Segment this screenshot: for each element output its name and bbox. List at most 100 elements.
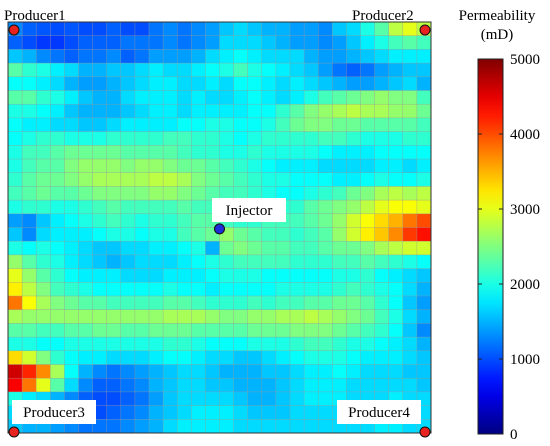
heatmap-cell [177,309,192,324]
heatmap-cell [388,323,404,338]
heatmap-cell [78,241,93,256]
heatmap-cell [92,76,107,91]
heatmap-cell [360,22,375,36]
injector-well-marker [214,223,225,235]
heatmap-cell [346,117,361,132]
heatmap-cell [304,159,319,173]
heatmap-cell [149,323,164,338]
heatmap-cell [304,268,319,283]
heatmap-cell [261,364,277,379]
heatmap-cell [149,378,164,393]
colorbar-tick-label: 2000 [510,277,540,293]
heatmap-cell [332,200,347,215]
heatmap-cell [374,35,389,50]
heatmap-cell [416,117,432,132]
heatmap-cell [261,104,277,119]
heatmap-cell [92,254,107,269]
heatmap-cell [78,364,93,379]
heatmap-cell [106,309,122,324]
heatmap-cell [149,145,164,160]
heatmap-cell [149,200,164,215]
heatmap-cell [205,323,220,338]
heatmap-cell [78,104,93,119]
heatmap-cell [36,186,51,201]
heatmap-cell [219,63,234,78]
heatmap-cell [304,131,319,146]
heatmap-cell [8,159,23,173]
heatmap-cell [50,90,65,105]
heatmap-cell [416,76,432,91]
heatmap-cell [191,172,206,187]
heatmap-cell [247,268,263,283]
heatmap-cell [233,35,248,50]
colorbar-title-line2: (mD) [481,27,514,43]
heatmap-cell [360,268,375,283]
heatmap-cell [177,268,192,283]
heatmap-cell [332,172,347,187]
heatmap-cell [346,76,361,91]
heatmap-cell [388,22,404,36]
heatmap-cell [191,309,206,324]
heatmap-cell [205,49,220,64]
heatmap-cell [219,296,234,310]
heatmap-cell [388,131,404,146]
heatmap-cell [290,172,305,187]
heatmap-cell [78,296,93,310]
heatmap-cell [92,296,107,310]
heatmap-cell [275,186,291,201]
heatmap-cell [149,159,164,173]
heatmap-cell [219,35,234,50]
heatmap-cell [346,90,361,105]
heatmap-cell [247,104,263,119]
heatmap-cell [92,90,107,105]
heatmap-cell [177,337,192,352]
heatmap-cell [416,159,432,173]
heatmap-cell [177,35,192,50]
heatmap-cell [346,337,361,352]
heatmap-cell [219,90,234,105]
heatmap-cell [374,131,389,146]
heatmap-cell [261,76,277,91]
heatmap-cell [360,350,375,365]
heatmap-cell [290,131,305,146]
heatmap-cell [247,76,263,91]
heatmap-cell [318,227,333,242]
heatmap-cell [275,104,291,119]
heatmap-cell [120,337,136,352]
heatmap-cell [149,131,164,146]
heatmap-cell [416,172,432,187]
heatmap-cell [290,76,305,91]
heatmap-cell [247,90,263,105]
heatmap-cell [64,241,79,256]
heatmap-cell [106,186,122,201]
heatmap-cell [134,419,150,434]
heatmap-cell [120,63,136,78]
heatmap-cell [8,227,23,242]
heatmap-cell [177,145,192,160]
heatmap-cell [134,296,150,310]
heatmap-cell [120,296,136,310]
heatmap-cell [8,241,23,256]
heatmap-cell [261,35,277,50]
heatmap-cell [374,350,389,365]
heatmap-cell [177,117,192,132]
heatmap-cell [50,309,65,324]
heatmap-cell [332,63,347,78]
heatmap-cell [304,49,319,64]
heatmap-cell [78,145,93,160]
heatmap-cell [332,282,347,297]
heatmap-cell [134,35,150,50]
heatmap-cell [261,117,277,132]
heatmap-cell [22,337,37,352]
heatmap-cell [360,254,375,269]
heatmap-cell [92,213,107,228]
heatmap-cell [402,227,418,242]
heatmap-cell [261,378,277,393]
heatmap-cell [304,35,319,50]
heatmap-cell [50,76,65,91]
colorbar-tick-label: 0 [510,427,518,443]
heatmap-cell [177,391,192,406]
heatmap-cell [233,323,248,338]
heatmap-cell [233,159,248,173]
well-markers [8,24,431,438]
